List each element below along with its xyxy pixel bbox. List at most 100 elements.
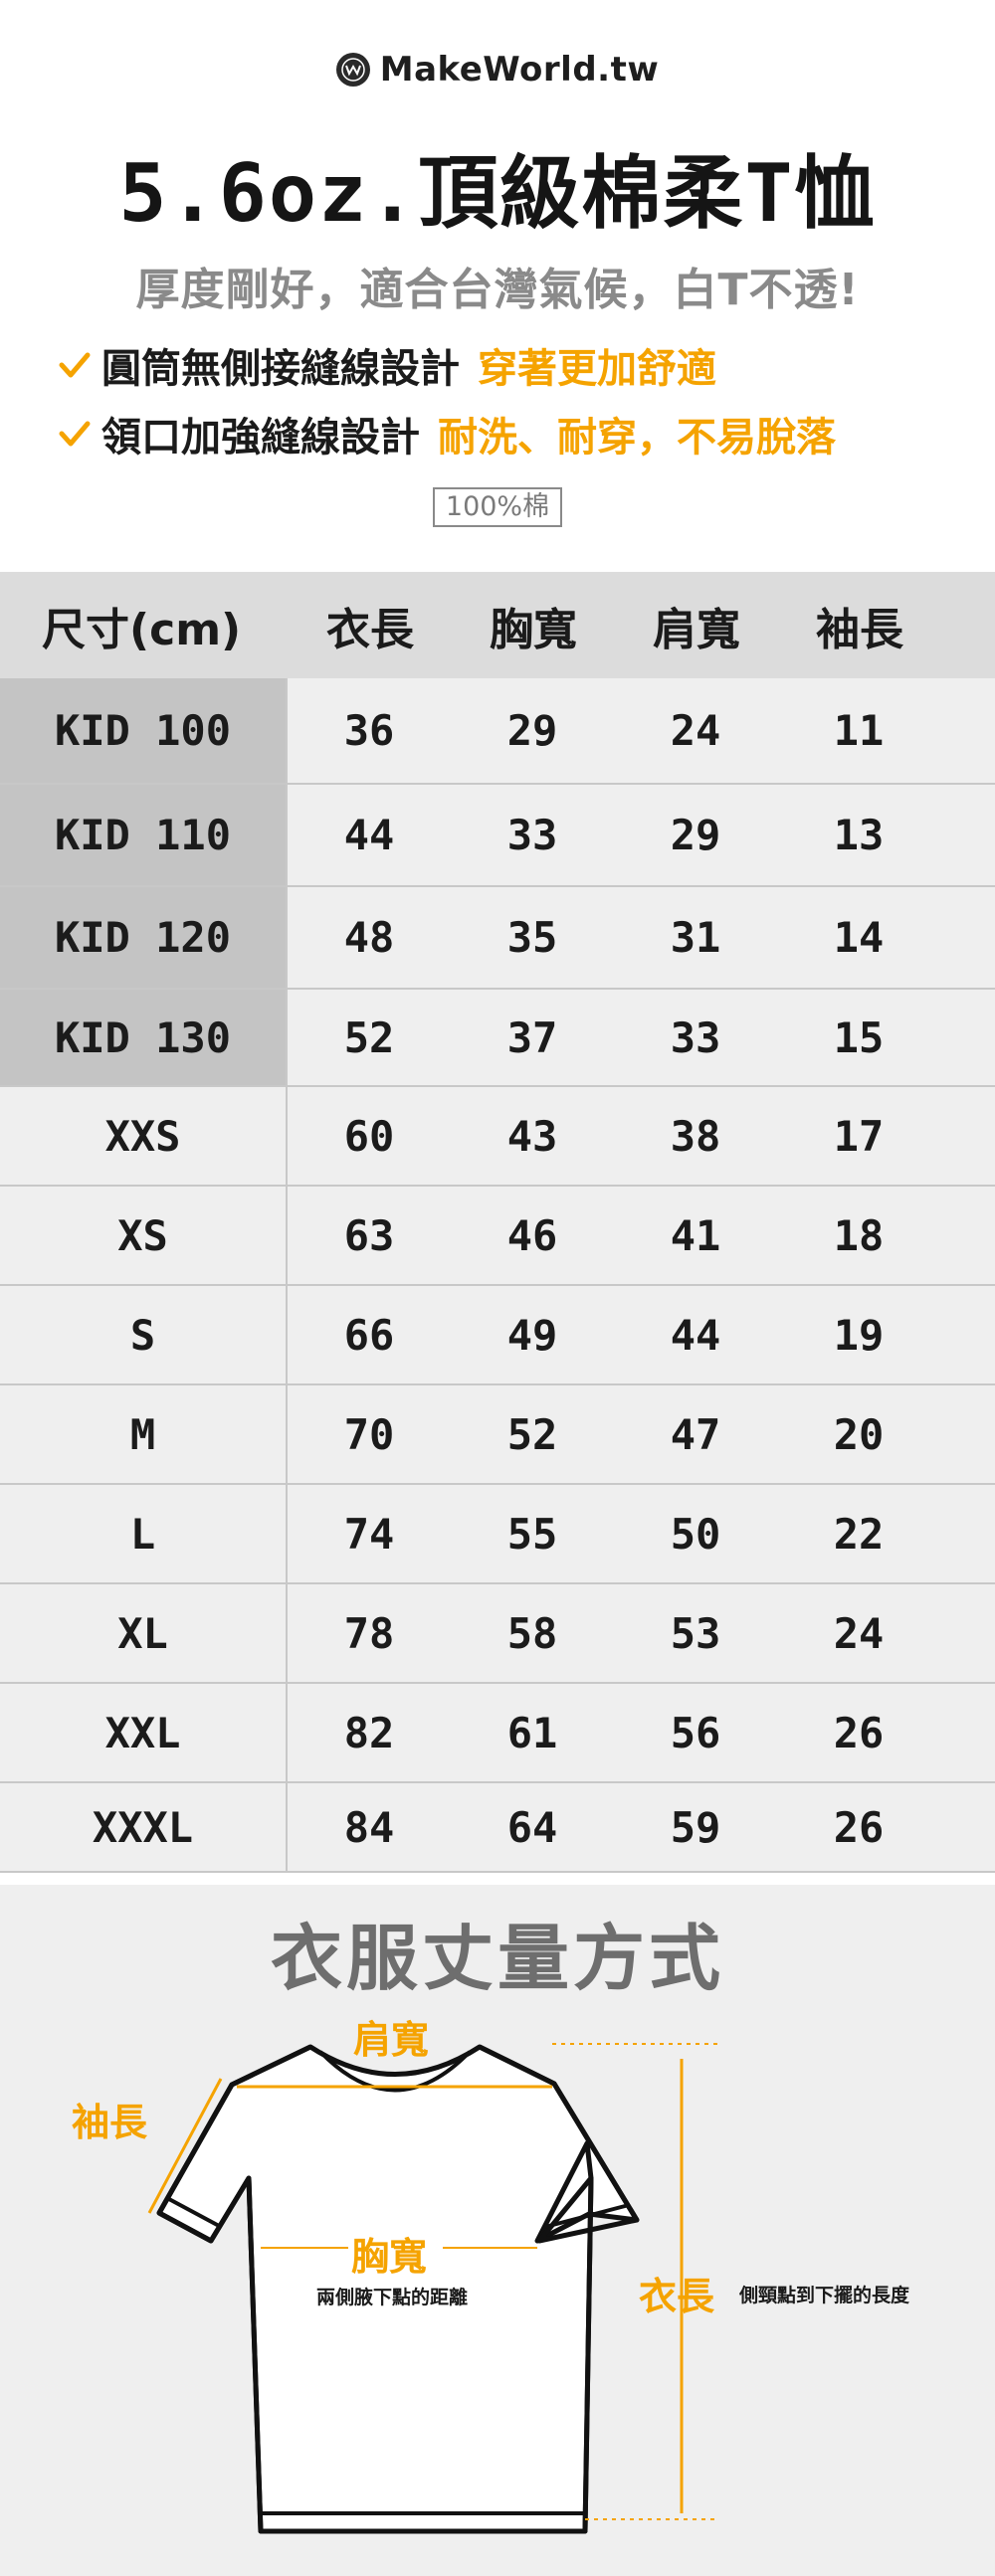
sleeve-cell: 26 <box>833 1802 885 1852</box>
chest-cell: 33 <box>506 811 558 859</box>
table-row: S 66 49 44 19 <box>0 1286 995 1385</box>
sleeve-label: 袖長 <box>72 2101 148 2144</box>
length-cell: 70 <box>343 1409 395 1459</box>
product-subtitle: 厚度剛好，適合台灣氣候，白T不透! <box>135 265 860 315</box>
size-cell: KID 120 <box>0 887 288 988</box>
feature-item: 圓筒無側接縫線設計 穿著更加舒適 <box>58 336 716 394</box>
table-row: XXL 82 61 56 26 <box>0 1684 995 1783</box>
length-cell: 78 <box>343 1608 395 1658</box>
makeworld-logo-icon <box>335 53 370 87</box>
shoulder-cell: 56 <box>670 1708 721 1757</box>
sleeve-cell: 26 <box>833 1708 885 1757</box>
feature-text: 圓筒無側接縫線設計 <box>101 346 460 392</box>
shoulder-cell: 59 <box>670 1802 721 1852</box>
table-header: 尺寸(cm) 衣長 胸寬 肩寬 袖長 <box>0 572 995 678</box>
length-cell: 36 <box>343 706 395 755</box>
sleeve-cell: 24 <box>833 1608 885 1658</box>
size-cell: KID 110 <box>0 785 288 885</box>
header-length: 衣長 <box>326 604 414 655</box>
feature-item: 領口加強縫線設計 耐洗、耐穿，不易脫落 <box>58 405 836 462</box>
brand-name: MakeWorld.tw <box>379 50 660 90</box>
length-cell: 66 <box>343 1310 395 1360</box>
table-row: XXXL 84 64 59 26 <box>0 1783 995 1873</box>
size-cell: KID 130 <box>0 990 288 1085</box>
chest-description: 兩側腋下點的距離 <box>316 2287 469 2308</box>
length-cell: 44 <box>343 811 395 859</box>
chest-cell: 35 <box>506 913 558 962</box>
chest-label: 胸寬 <box>351 2235 428 2279</box>
chest-cell: 43 <box>506 1111 558 1161</box>
size-cell: M <box>0 1385 288 1483</box>
shoulder-cell: 33 <box>670 1012 721 1062</box>
shoulder-cell: 53 <box>670 1608 721 1658</box>
length-cell: 84 <box>343 1802 395 1852</box>
measure-title: 衣服丈量方式 <box>270 1917 724 2000</box>
length-description: 側頸點到下擺的長度 <box>739 2285 910 2306</box>
chest-cell: 46 <box>506 1210 558 1260</box>
feature-highlight: 耐洗、耐穿，不易脫落 <box>438 415 836 460</box>
chest-cell: 64 <box>506 1802 558 1852</box>
shoulder-cell: 31 <box>670 913 721 962</box>
sleeve-cell: 20 <box>833 1409 885 1459</box>
length-cell: 74 <box>343 1509 395 1559</box>
size-cell: L <box>0 1485 288 1582</box>
header-size: 尺寸(cm) <box>42 604 242 655</box>
size-cell: KID 100 <box>0 678 288 783</box>
tshirt-diagram <box>147 2043 718 2534</box>
shoulder-cell: 47 <box>670 1409 721 1459</box>
shoulder-cell: 38 <box>670 1111 721 1161</box>
feature-highlight: 穿著更加舒適 <box>478 346 716 392</box>
table-row: XS 63 46 41 18 <box>0 1187 995 1286</box>
size-cell: XS <box>0 1187 288 1284</box>
sleeve-cell: 15 <box>833 1012 885 1062</box>
shoulder-cell: 50 <box>670 1509 721 1559</box>
measure-guide: 衣服丈量方式 肩寬 袖長 胸寬 兩側腋下點的距離 <box>0 1885 995 2576</box>
shoulder-cell: 44 <box>670 1310 721 1360</box>
table-row: KID 100 36 29 24 11 <box>0 678 995 785</box>
sleeve-cell: 22 <box>833 1509 885 1559</box>
chest-cell: 58 <box>506 1608 558 1658</box>
table-row: KID 110 44 33 29 13 <box>0 785 995 887</box>
size-cell: XXXL <box>0 1783 288 1871</box>
material-badge: 100%棉 <box>433 487 562 527</box>
table-row: KID 130 52 37 33 15 <box>0 990 995 1087</box>
chest-cell: 61 <box>506 1708 558 1757</box>
chest-cell: 49 <box>506 1310 558 1360</box>
table-row: L 74 55 50 22 <box>0 1485 995 1584</box>
header-chest: 胸寬 <box>490 604 577 655</box>
sleeve-cell: 14 <box>833 913 885 962</box>
size-cell: XXS <box>0 1087 288 1185</box>
size-cell: S <box>0 1286 288 1383</box>
chest-cell: 37 <box>506 1012 558 1062</box>
length-cell: 52 <box>343 1012 395 1062</box>
shoulder-cell: 29 <box>670 811 721 859</box>
check-icon <box>59 421 91 447</box>
length-cell: 60 <box>343 1111 395 1161</box>
size-cell: XXL <box>0 1684 288 1781</box>
brand-header: MakeWorld.tw <box>0 50 995 90</box>
length-cell: 48 <box>343 913 395 962</box>
sleeve-cell: 11 <box>833 706 885 755</box>
sleeve-cell: 19 <box>833 1310 885 1360</box>
length-cell: 82 <box>343 1708 395 1757</box>
size-cell: XL <box>0 1584 288 1682</box>
sleeve-cell: 18 <box>833 1210 885 1260</box>
header-shoulder: 肩寬 <box>653 604 740 655</box>
check-icon <box>59 352 91 378</box>
length-cell: 63 <box>343 1210 395 1260</box>
chest-cell: 55 <box>506 1509 558 1559</box>
shoulder-cell: 41 <box>670 1210 721 1260</box>
table-row: KID 120 48 35 31 14 <box>0 887 995 990</box>
table-row: XXS 60 43 38 17 <box>0 1087 995 1187</box>
header-sleeve: 袖長 <box>816 604 903 655</box>
shoulder-label: 肩寬 <box>353 2018 430 2062</box>
length-label: 衣長 <box>639 2275 715 2318</box>
chest-cell: 52 <box>506 1409 558 1459</box>
shoulder-cell: 24 <box>670 706 721 755</box>
table-body: KID 100 36 29 24 11 KID 110 44 33 29 13 KID 120 48 3… <box>0 678 995 1873</box>
size-table: 尺寸(cm) 衣長 胸寬 肩寬 袖長 KID 100 36 29 24 11 KID 11… <box>0 572 995 1873</box>
chest-cell: 29 <box>506 706 558 755</box>
product-title: 5.6oz.頂級棉柔T恤 <box>118 147 877 240</box>
sleeve-cell: 17 <box>833 1111 885 1161</box>
